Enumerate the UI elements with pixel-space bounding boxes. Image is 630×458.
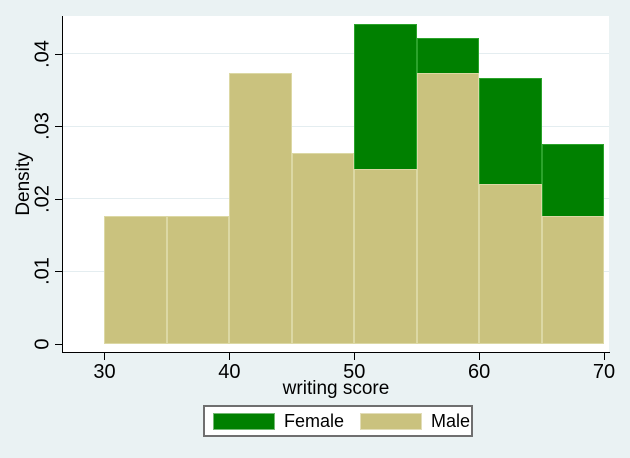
- histogram-bar-male: [541, 216, 604, 344]
- x-axis-line: [62, 352, 610, 353]
- male-color-swatch: [360, 412, 423, 430]
- legend-entry-female: Female: [213, 411, 344, 432]
- plot-area: [62, 16, 609, 352]
- y-axis-tick: [55, 126, 62, 128]
- legend-entry-male: Male: [360, 411, 470, 432]
- y-tick-label: .04: [31, 39, 54, 68]
- y-axis-tick: [55, 53, 62, 55]
- x-tick-label: 50: [343, 361, 366, 383]
- histogram-bar-male: [479, 184, 542, 344]
- legend-label-male: Male: [431, 410, 471, 431]
- legend-label-female: Female: [284, 410, 345, 431]
- histogram-bar-male: [291, 152, 355, 344]
- x-axis-tick: [354, 353, 356, 360]
- x-tick-label: 40: [218, 361, 241, 383]
- y-tick-label: .01: [31, 257, 54, 286]
- x-axis-tick: [104, 353, 106, 360]
- y-axis-tick: [55, 198, 62, 200]
- gridline: [62, 125, 609, 127]
- x-tick-label: 60: [467, 361, 491, 383]
- female-color-swatch: [213, 412, 275, 430]
- y-axis-line: [62, 16, 63, 353]
- histogram-bar-male: [416, 72, 480, 344]
- y-tick-label: .03: [31, 112, 54, 141]
- x-tick-label: 30: [93, 361, 116, 383]
- x-axis-tick: [229, 353, 231, 360]
- histogram-bar-male: [166, 216, 230, 344]
- x-tick-label: 70: [592, 361, 616, 383]
- y-axis-tick: [55, 344, 62, 345]
- x-axis-title: writing score: [282, 378, 390, 399]
- x-axis-tick: [479, 353, 481, 360]
- y-axis-title: Density: [13, 152, 34, 216]
- histogram-bar-male: [354, 168, 417, 344]
- y-tick-label: 0: [31, 338, 54, 350]
- gridline: [62, 53, 609, 55]
- x-axis-tick: [604, 353, 605, 360]
- histogram-bar-male: [104, 216, 167, 344]
- y-axis-tick: [55, 271, 62, 273]
- histogram-bar-male: [229, 72, 292, 344]
- legend: Female Male: [203, 405, 473, 437]
